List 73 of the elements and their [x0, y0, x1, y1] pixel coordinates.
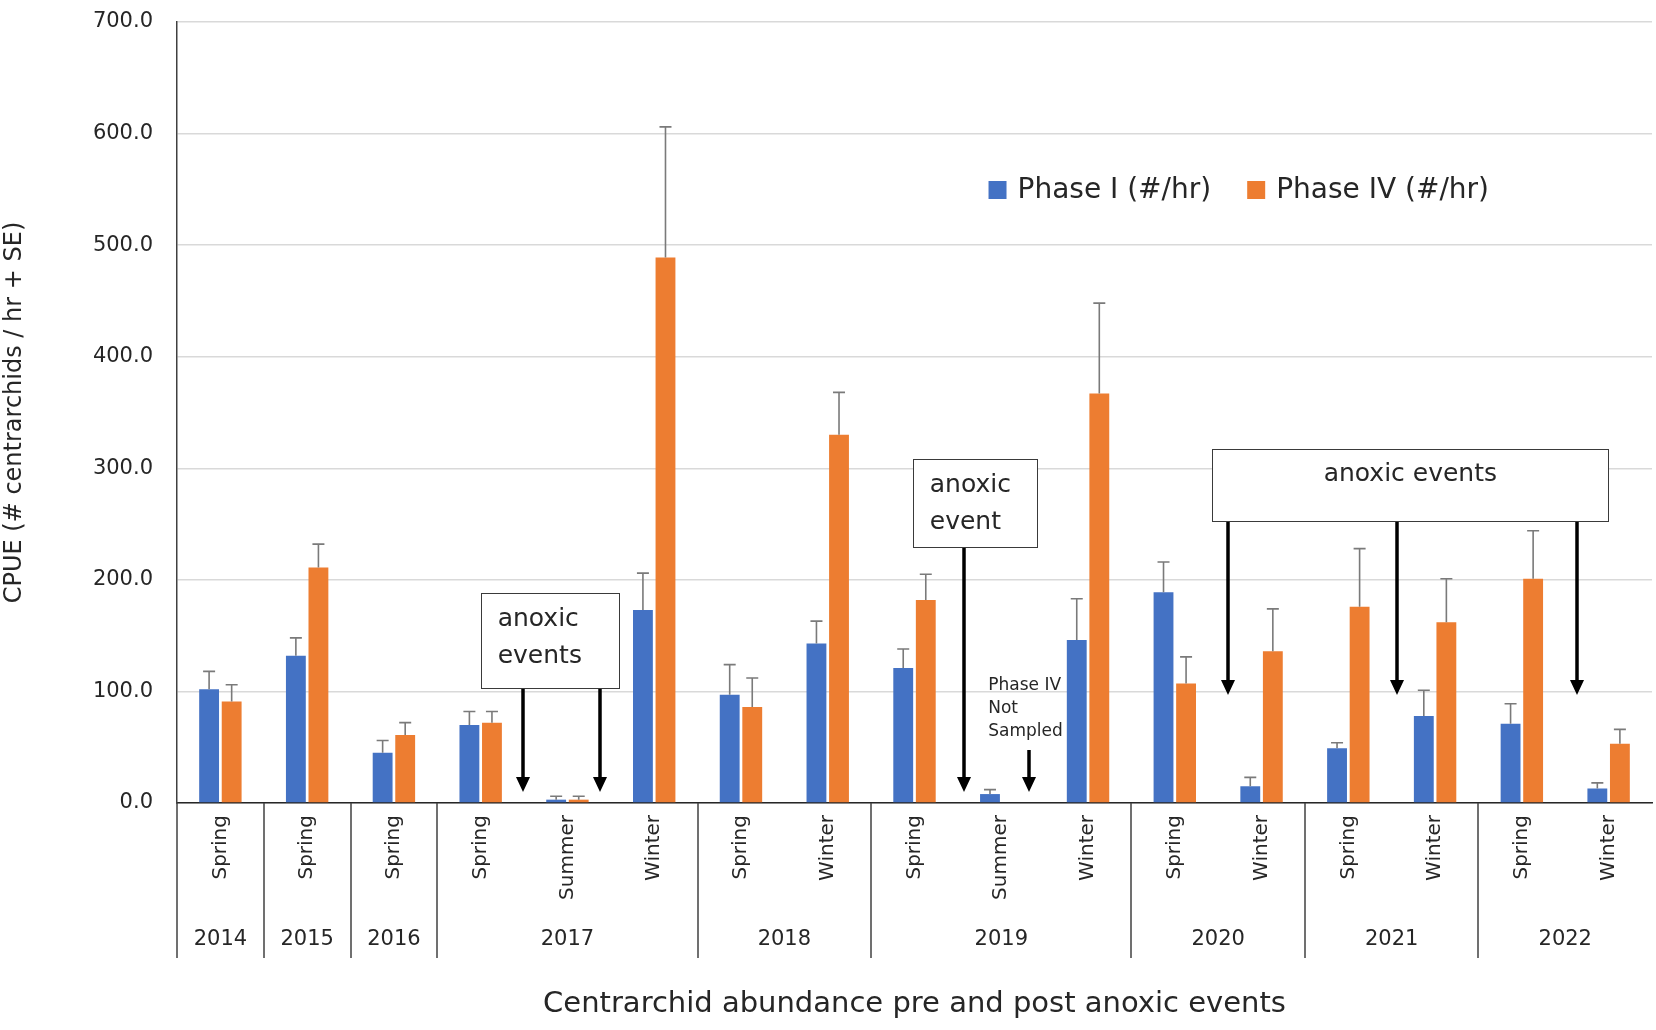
y-tick-label: 700.0	[92, 8, 153, 33]
x-tick-label: Spring	[727, 815, 752, 880]
text: 2016	[367, 926, 421, 951]
x-tick-label: Winter	[1594, 814, 1619, 881]
bar	[285, 655, 306, 803]
bar	[459, 724, 480, 803]
bar	[893, 668, 914, 803]
bar	[1436, 622, 1457, 803]
legend-label: Phase IV (#/hr)	[1276, 172, 1490, 206]
x-tick-label: Spring	[206, 815, 231, 880]
bar	[980, 794, 1000, 803]
annotation: anoxic event	[929, 467, 1012, 537]
x-axis-title: Centrarchid abundance pre and post anoxic events	[543, 985, 1286, 1020]
bar	[829, 434, 849, 803]
bar	[1176, 683, 1196, 803]
bar	[308, 567, 329, 803]
bar	[1327, 748, 1347, 803]
bar	[915, 599, 936, 803]
x-tick-label: Spring	[293, 815, 318, 880]
bar	[655, 257, 676, 803]
y-tick-label: 400.0	[92, 343, 153, 368]
bar	[1587, 788, 1608, 803]
x-tick-label: Winter	[1247, 814, 1272, 881]
bar	[482, 722, 502, 803]
y-tick-label: 0.0	[119, 789, 153, 814]
x-tick-label: Summer	[553, 814, 578, 900]
annotation: Phase IV Not Sampled	[988, 673, 1064, 743]
x-tick-label: Winter	[1421, 814, 1446, 881]
legend-label: Phase I (#/hr)	[1017, 172, 1212, 206]
x-tick-label: Spring	[380, 815, 405, 880]
bar	[1262, 651, 1283, 803]
text: 2017	[540, 926, 595, 951]
x-tick-label: Winter	[1074, 814, 1099, 881]
bar	[1500, 723, 1521, 803]
annotation: anoxic events	[1322, 457, 1498, 490]
bar	[221, 701, 242, 803]
x-tick-label: Spring	[900, 815, 925, 880]
x-tick-label: Spring	[1334, 815, 1359, 880]
text: 2018	[757, 926, 812, 951]
annotation: anoxic events	[497, 602, 583, 672]
bar	[395, 734, 416, 803]
text: 2022	[1538, 926, 1592, 951]
x-tick-label: Spring	[1161, 815, 1185, 880]
x-tick-label: Winter	[813, 814, 838, 881]
bar	[719, 694, 740, 803]
bar	[742, 707, 763, 803]
text: 2015	[280, 926, 334, 951]
text: 2021	[1364, 926, 1419, 951]
bar	[806, 643, 827, 803]
bar	[1089, 393, 1110, 803]
bar	[1240, 786, 1261, 803]
bar	[372, 752, 393, 803]
x-tick-label: Spring	[466, 815, 491, 880]
bar	[1153, 592, 1174, 803]
y-axis-title: CPUE (# centrarchids / hr + SE)	[0, 221, 27, 604]
bar	[1413, 715, 1434, 803]
bar	[633, 609, 653, 803]
y-tick-label: 100.0	[92, 677, 153, 702]
y-tick-label: 200.0	[92, 566, 153, 591]
x-tick-label: Winter	[640, 814, 665, 881]
y-tick-label: 300.0	[92, 454, 153, 479]
bar	[1066, 640, 1087, 803]
text: 2020	[1191, 926, 1245, 951]
bar	[1609, 743, 1630, 803]
bar	[1349, 606, 1370, 803]
x-tick-label: Spring	[1508, 815, 1533, 880]
text: 2019	[974, 926, 1028, 951]
text: 2014	[193, 926, 248, 951]
y-tick-label: 500.0	[92, 231, 153, 256]
y-tick-label: 600.0	[92, 120, 153, 145]
bar	[199, 689, 220, 803]
x-tick-label: Summer	[987, 814, 1012, 900]
bar	[1523, 578, 1544, 803]
